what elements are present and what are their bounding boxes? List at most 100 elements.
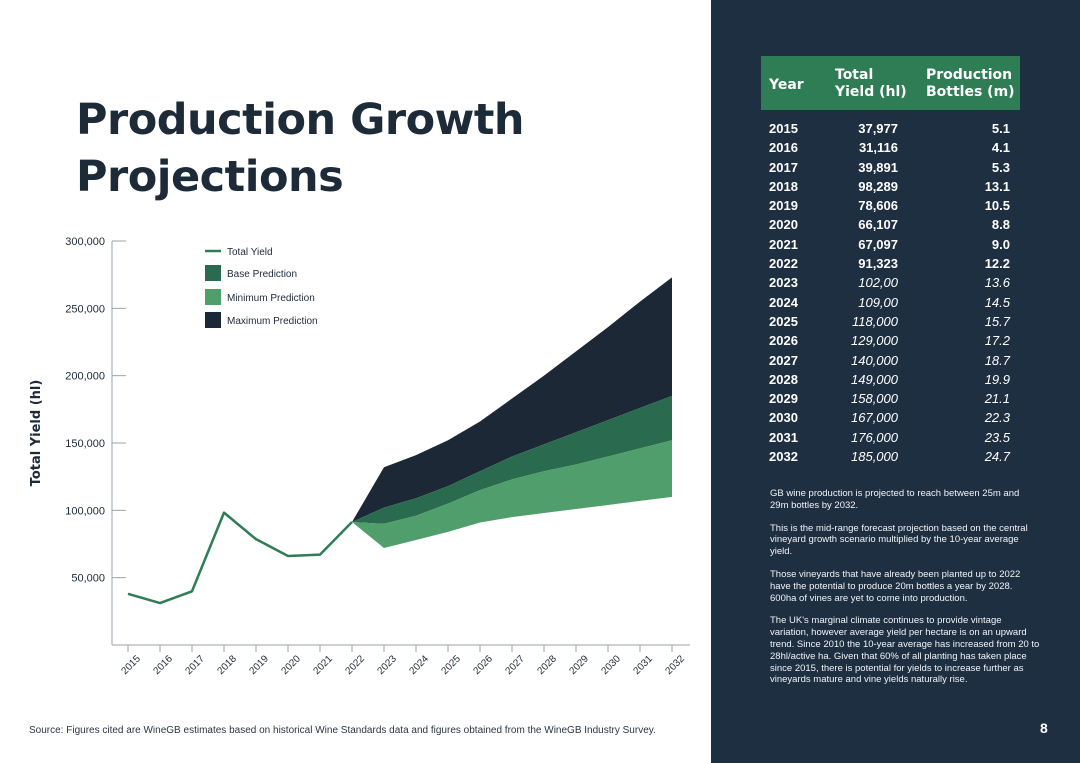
cell-year: 2016 — [769, 140, 798, 156]
cell-year: 2015 — [769, 121, 798, 136]
table-row: 2028 149,000 19.9 — [761, 370, 1020, 389]
note-paragraph: Those vineyards that have already been p… — [770, 568, 1021, 604]
cell-bottles: 15.7 — [984, 313, 1010, 329]
header-yield: Total Yield (hl) — [835, 67, 907, 101]
x-tick-label: 2029 — [567, 653, 591, 677]
cell-yield: 167,000 — [851, 410, 898, 426]
page-number: 8 — [1040, 720, 1048, 736]
table-row: 2025 118,000 15.7 — [761, 312, 1020, 331]
minimum-prediction-area — [352, 440, 672, 549]
x-tick-label: 2018 — [215, 653, 239, 677]
notes: GB wine production is projected to reach… — [770, 488, 1040, 697]
table-row: 2022 91,323 12.2 — [761, 254, 1020, 273]
legend-minimum-prediction-label: Minimum Prediction — [227, 293, 315, 304]
cell-bottles: 23.5 — [984, 429, 1010, 445]
cell-year: 2023 — [769, 275, 798, 291]
table-row: 2023 102,00 13.6 — [761, 273, 1020, 292]
cell-bottles: 8.8 — [991, 217, 1010, 233]
cell-year: 2020 — [769, 217, 798, 233]
cell-yield: 31,116 — [858, 140, 898, 156]
cell-bottles: 4.1 — [991, 140, 1010, 156]
cell-bottles: 14.5 — [984, 294, 1010, 310]
cell-yield: 185,000 — [851, 449, 898, 465]
legend-maximum-prediction-label: Maximum Prediction — [227, 316, 318, 327]
cell-bottles: 9.0 — [991, 236, 1010, 252]
y-tick-label: 200,000 — [65, 371, 105, 383]
x-tick-label: 2020 — [279, 653, 303, 677]
x-tick-label: 2021 — [311, 653, 335, 677]
cell-year: 2029 — [769, 391, 798, 407]
cell-yield: 66,107 — [858, 217, 898, 233]
x-tick-label: 2026 — [471, 653, 495, 677]
table-row: 2031 176,000 23.5 — [761, 428, 1020, 447]
cell-yield: 67,097 — [858, 236, 898, 252]
x-tick-label: 2019 — [247, 653, 271, 677]
cell-year: 2024 — [769, 294, 798, 310]
cell-bottles: 12.2 — [984, 256, 1010, 272]
cell-yield: 78,606 — [858, 198, 898, 214]
header-bottles-line1: Production — [926, 67, 1013, 83]
table-body: 2015 37,977 5.1 2016 31,116 4.1 2017 39,891 5.3 2… — [761, 119, 1020, 466]
cell-year: 2027 — [769, 352, 798, 368]
yield-chart: 50,000 100,000 150,000 200,000 250,000 300,00… — [29, 236, 690, 677]
table-row: 2019 78,606 10.5 — [761, 196, 1020, 215]
table-row: 2020 66,107 8.8 — [761, 215, 1020, 234]
x-tick-label: 2023 — [375, 653, 399, 677]
y-tick-label: 100,000 — [65, 505, 105, 517]
cell-bottles: 22.3 — [984, 410, 1010, 426]
cell-year: 2028 — [769, 371, 798, 387]
table-row: 2032 185,000 24.7 — [761, 447, 1020, 466]
cell-bottles: 21.1 — [984, 391, 1010, 407]
cell-yield: 140,000 — [851, 352, 898, 368]
x-tick-label: 2028 — [535, 653, 559, 677]
header-yield-line2: Yield (hl) — [835, 84, 907, 100]
cell-bottles: 13.1 — [984, 178, 1010, 194]
table-row: 2016 31,116 4.1 — [761, 138, 1020, 157]
table-row: 2024 109,00 14.5 — [761, 293, 1020, 312]
table-row: 2027 140,000 18.7 — [761, 351, 1020, 370]
cell-bottles: 17.2 — [984, 333, 1010, 349]
cell-bottles: 18.7 — [984, 352, 1010, 368]
y-axis-label: Total Yield (hl) — [29, 380, 44, 487]
table-row: 2018 98,289 13.1 — [761, 177, 1020, 196]
cell-yield: 109,00 — [858, 294, 898, 310]
legend-base-prediction-swatch — [205, 265, 221, 281]
x-tick-label: 2017 — [183, 653, 207, 677]
header-bottles: Production Bottles (m) — [926, 67, 1015, 101]
table-row: 2021 67,097 9.0 — [761, 235, 1020, 254]
cell-yield: 149,000 — [851, 371, 898, 387]
data-panel: Year Total Yield (hl) Production Bottles… — [711, 0, 1080, 763]
legend-base-prediction-label: Base Prediction — [227, 269, 297, 280]
table-row: 2017 39,891 5.3 — [761, 158, 1020, 177]
cell-bottles: 13.6 — [984, 275, 1010, 291]
x-tick-label: 2025 — [439, 653, 463, 677]
cell-year: 2025 — [769, 313, 798, 329]
y-tick-label: 300,000 — [65, 236, 105, 248]
legend-maximum-prediction-swatch — [205, 312, 221, 328]
x-tick-label: 2016 — [151, 653, 175, 677]
header-yield-line1: Total — [835, 67, 874, 83]
x-tick-label: 2024 — [407, 653, 431, 677]
cell-bottles: 19.9 — [984, 371, 1010, 387]
x-tick-label: 2022 — [343, 653, 367, 677]
cell-bottles: 24.7 — [984, 449, 1010, 465]
note-paragraph: The UK's marginal climate continues to p… — [770, 615, 1040, 686]
source-note: Source: Figures cited are WineGB estimat… — [29, 725, 656, 736]
base-prediction-area — [352, 395, 672, 524]
cell-yield: 37,977 — [858, 121, 898, 136]
total-yield-line — [127, 511, 353, 605]
cell-year: 2017 — [769, 159, 798, 175]
x-tick-label: 2030 — [599, 653, 623, 677]
cell-yield: 102,00 — [858, 275, 898, 291]
header-bottles-line2: Bottles (m) — [926, 84, 1015, 100]
y-tick-label: 150,000 — [65, 438, 105, 450]
table-row: 2015 37,977 5.1 — [761, 119, 1020, 138]
header-year: Year — [769, 77, 804, 93]
page-title-line2: Projections — [76, 152, 344, 202]
cell-year: 2022 — [769, 256, 798, 272]
legend-total-yield-label: Total Yield — [227, 247, 273, 258]
cell-yield: 176,000 — [851, 429, 898, 445]
cell-yield: 91,323 — [858, 256, 898, 272]
cell-year: 2030 — [769, 410, 798, 426]
legend-minimum-prediction-swatch — [205, 289, 221, 305]
